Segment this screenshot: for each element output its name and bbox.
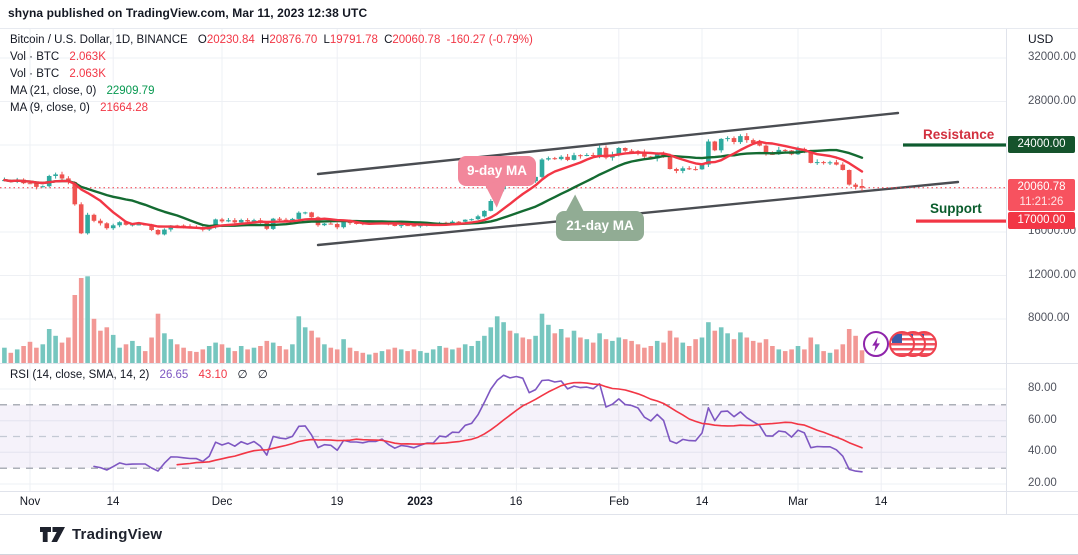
time-axis-label: 2023 bbox=[407, 496, 433, 508]
ma21-value: 22909.79 bbox=[106, 85, 155, 97]
resistance-price-badge: 24000.00 bbox=[1008, 136, 1075, 153]
resistance-label[interactable]: Resistance bbox=[923, 127, 995, 142]
rsi-sma-line bbox=[176, 381, 863, 466]
reaction-icons[interactable] bbox=[863, 331, 937, 357]
ohlc-open: O20230.84 bbox=[197, 34, 255, 46]
time-axis-label: Feb bbox=[609, 496, 629, 508]
time-axis-label: Mar bbox=[788, 496, 808, 508]
time-axis-label: Nov bbox=[19, 496, 41, 508]
volume-legend-2[interactable]: Vol · BTC 2.063K bbox=[10, 68, 106, 80]
price-chart-canvas[interactable] bbox=[0, 29, 1006, 515]
ma9-callout[interactable]: 9-day MA bbox=[458, 156, 536, 186]
volume-bars bbox=[2, 276, 865, 364]
resistance-line bbox=[903, 143, 1006, 147]
publish-attribution: shyna published on TradingView.com, Mar … bbox=[8, 6, 368, 20]
tradingview-logo-icon bbox=[40, 527, 65, 542]
pane-separator[interactable] bbox=[0, 363, 1078, 364]
ma21-callout[interactable]: 21-day MA bbox=[556, 211, 644, 241]
rsi-band bbox=[0, 404, 1006, 469]
chart-bottom-border bbox=[0, 514, 1078, 515]
rsi-empty-slot: ∅ bbox=[237, 369, 248, 381]
ma9-line bbox=[3, 140, 864, 230]
change-value: -160.27 (-0.79%) bbox=[446, 34, 533, 46]
ma21-line bbox=[3, 148, 864, 228]
rsi-axis-tick: 80.00 bbox=[1028, 382, 1057, 394]
time-axis-label: 14 bbox=[695, 496, 709, 508]
rsi-axis-tick: 60.00 bbox=[1028, 413, 1057, 426]
rsi-sma-value: 43.10 bbox=[198, 369, 228, 381]
footer-bar: TradingView bbox=[0, 515, 1078, 554]
time-axis[interactable]: Nov 14 Dec 19 2023 16 Feb 14 Mar 14 bbox=[0, 491, 1006, 515]
ohlc-close: C20060.78 bbox=[384, 34, 441, 46]
rsi-axis-tick: 40.00 bbox=[1028, 445, 1057, 458]
price-axis-tick: 28000.00 bbox=[1028, 94, 1076, 107]
symbol-legend[interactable]: Bitcoin / U.S. Dollar, 1D, BINANCE O2023… bbox=[10, 34, 533, 46]
time-axis-label: Dec bbox=[211, 496, 233, 508]
price-axis-tick: 32000.00 bbox=[1028, 51, 1076, 63]
rsi-line bbox=[93, 374, 863, 473]
chart-container: Bitcoin / U.S. Dollar, 1D, BINANCE O2023… bbox=[0, 28, 1078, 515]
ma9-value: 21664.28 bbox=[100, 102, 149, 114]
time-axis-label: 19 bbox=[330, 496, 344, 508]
time-axis-label: 16 bbox=[509, 496, 523, 508]
ma21-legend[interactable]: MA (21, close, 0) 22909.79 bbox=[10, 85, 155, 97]
price-axis-panel[interactable]: USD 24000.00 20060.78 11:21:26 17000.00 … bbox=[1007, 29, 1078, 515]
ma9-legend[interactable]: MA (9, close, 0) 21664.28 bbox=[10, 102, 149, 114]
bar-countdown: 11:21:26 bbox=[1019, 196, 1064, 208]
support-price-badge: 17000.00 bbox=[1008, 212, 1075, 229]
support-line bbox=[916, 219, 1006, 223]
ohlc-high: H20876.70 bbox=[261, 34, 318, 46]
axis-separator bbox=[1006, 29, 1007, 515]
symbol-title: Bitcoin / U.S. Dollar, 1D, BINANCE bbox=[10, 34, 188, 46]
brand-name: TradingView bbox=[72, 526, 163, 543]
current-price-value: 20060.78 bbox=[1017, 181, 1066, 193]
us-flag-icon[interactable] bbox=[889, 331, 915, 357]
rsi-empty-slot: ∅ bbox=[257, 369, 268, 381]
time-axis-label: 14 bbox=[106, 496, 120, 508]
price-axis-tick: 12000.00 bbox=[1028, 268, 1076, 281]
support-label[interactable]: Support bbox=[930, 201, 982, 216]
rsi-axis-tick: 20.00 bbox=[1028, 476, 1057, 489]
current-price-badge: 20060.78 11:21:26 bbox=[1008, 179, 1075, 211]
volume-value: 2.063K bbox=[69, 51, 106, 63]
rsi-legend[interactable]: RSI (14, close, SMA, 14, 2) 26.65 43.10 … bbox=[10, 369, 268, 381]
time-axis-separator bbox=[0, 491, 1078, 492]
volume-value: 2.063K bbox=[69, 68, 106, 80]
price-axis-tick: 8000.00 bbox=[1028, 312, 1070, 324]
rsi-value: 26.65 bbox=[159, 369, 189, 381]
tradingview-brand[interactable]: TradingView bbox=[40, 526, 162, 543]
candles bbox=[2, 133, 865, 236]
time-axis-label: 14 bbox=[874, 496, 888, 508]
axis-currency-label: USD bbox=[1028, 32, 1054, 46]
ohlc-low: L19791.78 bbox=[323, 34, 378, 46]
lightning-icon[interactable] bbox=[863, 331, 889, 357]
volume-legend-1[interactable]: Vol · BTC 2.063K bbox=[10, 51, 106, 63]
